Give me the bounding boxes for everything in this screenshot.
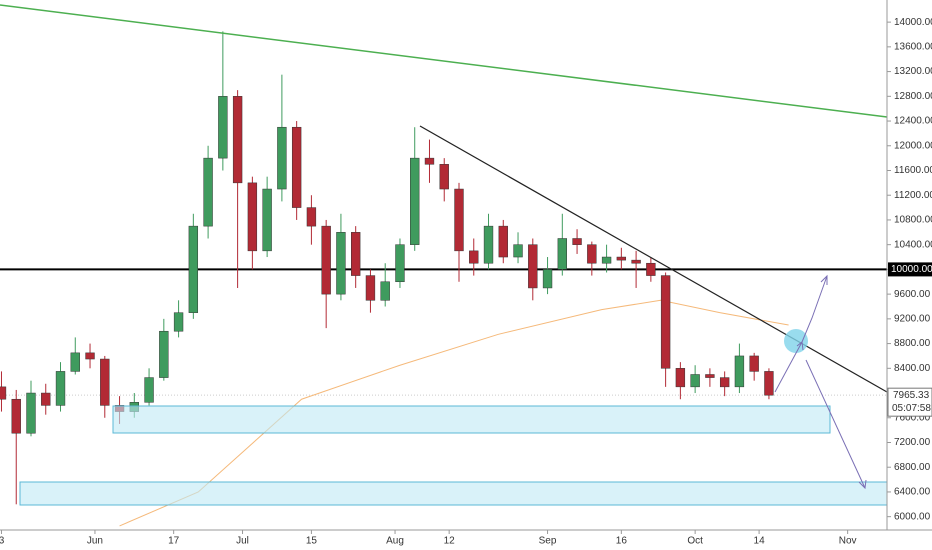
y-tick-label: 6400.00 xyxy=(894,487,931,498)
candle-body xyxy=(439,164,449,190)
candle-body xyxy=(144,377,154,403)
candle-body xyxy=(764,371,774,396)
projection-arrows xyxy=(774,274,867,490)
candle-body xyxy=(85,352,95,360)
candle-body xyxy=(498,225,508,258)
candle-body xyxy=(705,374,715,378)
candle-body xyxy=(26,392,36,434)
candle-body xyxy=(306,207,317,227)
candle-body xyxy=(188,225,199,313)
y-tick-label: 6800.00 xyxy=(894,462,931,473)
y-tick-label: 13600.00 xyxy=(894,41,932,52)
x-tick-label: 14 xyxy=(754,536,766,547)
candle-body xyxy=(587,244,597,264)
candle-body xyxy=(247,182,258,252)
candle-body xyxy=(557,238,567,270)
candle-body xyxy=(11,398,21,434)
level-tag xyxy=(888,262,932,277)
y-tick-label: 12800.00 xyxy=(894,91,932,102)
x-tick-label: 16 xyxy=(616,536,628,547)
x-tick-label: Nov xyxy=(839,536,857,547)
candle-body xyxy=(646,262,656,276)
candle-body xyxy=(734,355,745,388)
x-tick-label: 12 xyxy=(444,536,456,547)
candle-body xyxy=(660,275,671,369)
candle-body xyxy=(690,374,700,388)
candle-body xyxy=(351,232,361,276)
candle-body xyxy=(631,259,641,264)
y-tick-label: 11600.00 xyxy=(894,165,932,176)
candle-body xyxy=(395,244,405,283)
y-tick-label: 7200.00 xyxy=(894,437,931,448)
candle-body xyxy=(424,157,435,165)
candle-body xyxy=(232,96,243,184)
candle-body xyxy=(203,157,213,227)
candle-body xyxy=(365,275,376,301)
y-tick-label: 13200.00 xyxy=(894,66,932,77)
candle-body xyxy=(291,126,302,208)
last-price-label: 7965.33 xyxy=(893,390,930,401)
candle-body xyxy=(454,188,464,252)
candle-body xyxy=(218,96,228,159)
candle-body xyxy=(159,330,169,378)
candle-body xyxy=(513,244,523,258)
candle-body xyxy=(542,269,553,289)
level-label: 10000.00 xyxy=(891,264,932,275)
x-tick-label: Aug xyxy=(386,536,404,547)
countdown: 05:07:58 xyxy=(892,403,931,414)
moving-average xyxy=(119,299,789,527)
candle-body xyxy=(55,371,66,406)
x-tick-label: Oct xyxy=(687,536,703,547)
x-tick-label: 3 xyxy=(0,536,5,547)
y-tick-label: 11200.00 xyxy=(894,190,932,201)
candle-body xyxy=(100,358,110,406)
x-tick-label: Sep xyxy=(539,536,557,547)
y-tick-label: 9600.00 xyxy=(894,289,931,300)
support-zone xyxy=(112,405,831,434)
y-tick-label: 14000.00 xyxy=(894,17,932,28)
x-tick-label: 15 xyxy=(306,536,318,547)
target-marker xyxy=(784,329,808,353)
x-tick-label: Jun xyxy=(87,536,103,547)
plot-area xyxy=(0,31,887,527)
y-tick-label: 7600.00 xyxy=(894,412,931,423)
candle-body xyxy=(616,256,627,261)
y-tick-label: 6000.00 xyxy=(894,511,931,522)
price-tag xyxy=(887,387,932,417)
candle-body xyxy=(572,238,582,245)
candle-body xyxy=(173,312,184,332)
y-tick-label: 8400.00 xyxy=(894,363,931,374)
candle-body xyxy=(262,188,272,252)
candle-body xyxy=(601,256,612,264)
candle-body xyxy=(336,232,346,295)
candle-body xyxy=(277,126,287,190)
candle-body xyxy=(0,386,7,400)
trend-line xyxy=(419,125,888,393)
candle-body xyxy=(483,225,494,264)
candle-body xyxy=(675,368,686,388)
support-zone xyxy=(19,481,888,506)
y-tick-label: 12000.00 xyxy=(894,140,932,151)
candle-body xyxy=(70,352,80,372)
candle-body xyxy=(380,281,390,301)
candle-body xyxy=(528,244,538,289)
x-tick-label: Jul xyxy=(236,536,249,547)
trend-line xyxy=(0,4,888,118)
y-tick-label: 10400.00 xyxy=(894,239,932,250)
y-tick-label: 12400.00 xyxy=(894,116,932,127)
candle-body xyxy=(410,157,420,245)
candle-body xyxy=(469,250,479,264)
candle-body xyxy=(41,392,51,406)
y-tick-label: 8800.00 xyxy=(894,338,931,349)
candle-body xyxy=(719,377,730,388)
candle-body xyxy=(749,355,759,372)
candle-body xyxy=(321,225,331,295)
y-tick-label: 9200.00 xyxy=(894,313,931,324)
y-tick-label: 10800.00 xyxy=(894,215,932,226)
x-tick-label: 17 xyxy=(168,536,180,547)
